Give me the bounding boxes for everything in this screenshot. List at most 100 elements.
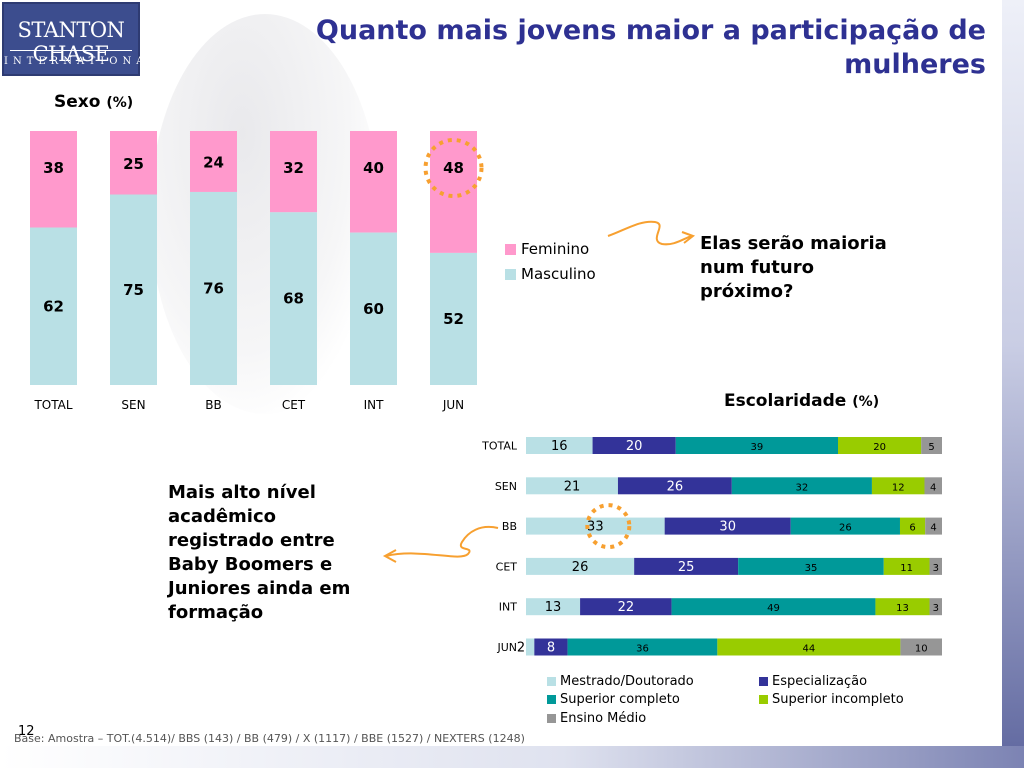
value-ensino-medio-bb: 4 [930, 523, 936, 534]
value-especializacao-bb: 30 [719, 520, 736, 535]
label-masculino-bb: 76 [203, 279, 224, 297]
legend-feminino-label: Feminino [521, 240, 590, 258]
category-label-int: INT [364, 398, 385, 412]
label-masculino-jun: 52 [443, 310, 464, 328]
bar-ensino-medio-total [921, 437, 942, 454]
legend-feminino-swatch [505, 243, 516, 255]
bar-feminino-total [30, 131, 77, 228]
bar-ensino-medio-sen [924, 477, 942, 495]
legend-especializacao-label: Especialização [772, 674, 868, 689]
bar-masculino-sen [110, 194, 157, 385]
legend-superior-incompleto: Superior incompleto [759, 692, 904, 707]
bar-feminino-int [350, 131, 397, 233]
world-map-background [150, 14, 380, 414]
bar-superior-incompleto-total [838, 437, 922, 454]
label-feminino-bb: 24 [203, 153, 224, 171]
category-label-bb: BB [205, 398, 221, 412]
chart-escolaridade-title: Escolaridade (%) [724, 391, 879, 411]
row-label-total: TOTAL [481, 440, 518, 453]
decorative-band-right [1002, 0, 1024, 768]
value-ensino-medio-total: 5 [928, 442, 934, 453]
value-mestrado-sen: 21 [564, 479, 581, 494]
arrow-right-head [681, 231, 696, 244]
label-feminino-cet: 32 [283, 159, 304, 177]
value-mestrado-jun: 2 [517, 641, 525, 656]
bar-superior-completo-total [675, 437, 838, 454]
bar-superior-completo-jun [567, 638, 718, 656]
value-especializacao-jun: 8 [547, 641, 555, 656]
bar-feminino-cet [270, 131, 317, 213]
bar-superior-incompleto-jun [717, 638, 901, 656]
bar-feminino-sen [110, 131, 157, 195]
label-feminino-sen: 25 [123, 155, 144, 173]
chart-escolaridade-unit: (%) [852, 394, 880, 410]
label-feminino-total: 38 [43, 159, 64, 177]
label-masculino-total: 62 [43, 297, 64, 315]
value-especializacao-total: 20 [626, 439, 643, 454]
value-superior-completo-int: 49 [767, 603, 780, 614]
label-feminino-int: 40 [363, 159, 384, 177]
bar-especializacao-sen [617, 477, 732, 495]
value-especializacao-int: 22 [618, 600, 635, 615]
page-number: 12 [18, 724, 35, 739]
legend-feminino: Feminino [505, 240, 589, 258]
legend-mestrado: Mestrado/Doutorado [547, 674, 694, 689]
bar-mestrado-cet [526, 557, 635, 575]
value-especializacao-cet: 25 [678, 560, 695, 575]
value-mestrado-int: 13 [545, 600, 562, 615]
legend-mestrado-label: Mestrado/Doutorado [560, 674, 694, 689]
bar-especializacao-bb [664, 517, 791, 535]
value-mestrado-bb: 33 [587, 520, 604, 535]
logo-subtitle: INTERNATIONAL [4, 56, 161, 67]
legend-superior-completo-swatch [547, 695, 556, 704]
value-superior-incompleto-cet: 11 [900, 563, 913, 574]
bar-superior-incompleto-bb [899, 517, 926, 535]
row-label-sen: SEN [495, 480, 517, 493]
legend-superior-incompleto-swatch [759, 695, 768, 704]
row-label-cet: CET [496, 560, 518, 573]
slide-title: Quanto mais jovens maior a participação … [315, 15, 986, 80]
arrow-left-head [382, 549, 397, 563]
value-superior-incompleto-sen: 12 [892, 482, 905, 493]
legend-ensino-medio: Ensino Médio [547, 711, 646, 726]
legend-masculino-swatch [505, 268, 516, 280]
legend-ensino-medio-label: Ensino Médio [560, 711, 647, 726]
value-superior-incompleto-jun: 44 [803, 644, 816, 655]
value-superior-completo-total: 39 [751, 442, 764, 453]
legend-masculino: Masculino [505, 265, 596, 283]
bar-superior-completo-cet [738, 557, 884, 575]
bar-masculino-total [30, 227, 77, 385]
chart-sexo-unit: (%) [106, 95, 134, 111]
bar-masculino-bb [190, 191, 237, 385]
footnote: Base: Amostra – TOT.(4.514)/ BBS (143) /… [14, 732, 525, 745]
chart-sexo-title: Sexo (%) [54, 92, 133, 112]
bar-especializacao-int [580, 598, 672, 616]
callout-right: Elas serão maioria num futuro próximo? [700, 233, 887, 302]
value-superior-incompleto-int: 13 [896, 603, 909, 614]
bar-superior-completo-sen [731, 477, 872, 495]
highlight-circle-escolaridade [585, 503, 632, 550]
bar-superior-incompleto-cet [883, 557, 930, 575]
category-label-sen: SEN [121, 398, 145, 412]
value-superior-incompleto-bb: 6 [909, 523, 915, 534]
value-superior-completo-bb: 26 [839, 523, 852, 534]
bar-superior-completo-bb [790, 517, 900, 535]
bar-superior-completo-int [671, 598, 876, 616]
bar-feminino-bb [190, 131, 237, 192]
category-label-cet: CET [282, 398, 306, 412]
callout-left: Mais alto nível acadêmico registrado ent… [168, 482, 351, 623]
bar-masculino-jun [430, 252, 477, 385]
bar-ensino-medio-int [929, 598, 942, 616]
value-ensino-medio-jun: 10 [915, 644, 928, 655]
category-label-total: TOTAL [33, 398, 72, 412]
row-label-int: INT [499, 601, 517, 614]
value-ensino-medio-sen: 4 [930, 482, 936, 493]
bar-superior-incompleto-sen [871, 477, 925, 495]
arrow-right [607, 220, 693, 246]
row-label-bb: BB [502, 520, 517, 533]
bar-masculino-cet [270, 212, 317, 385]
chart-escolaridade-title-text: Escolaridade [724, 391, 847, 411]
arrow-left [385, 526, 499, 558]
